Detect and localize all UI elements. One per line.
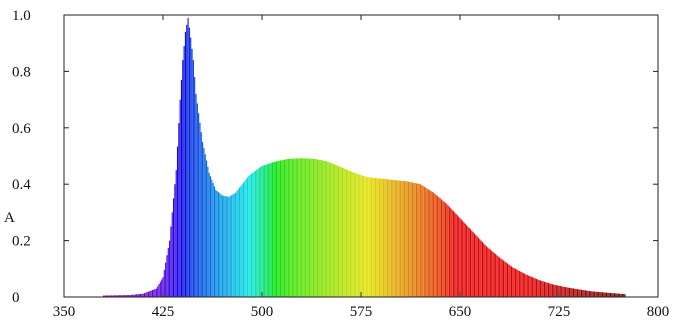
x-tick-label: 725 — [548, 304, 571, 320]
y-tick-label: 0.8 — [12, 64, 31, 80]
x-tick-label: 575 — [350, 304, 373, 320]
y-axis-label: A — [4, 210, 15, 226]
y-axis: 0 0.2 0.4 0.6 0.8 1.0 — [12, 8, 658, 306]
x-axis: 350 425 500 575 650 725 800 — [53, 15, 670, 320]
x-tick-label: 350 — [53, 304, 76, 320]
y-tick-label: 1.0 — [12, 8, 31, 24]
x-tick-label: 425 — [152, 304, 175, 320]
spectrum-fill — [103, 17, 626, 297]
x-tick-label: 500 — [251, 304, 274, 320]
y-tick-label: 0.6 — [12, 121, 31, 137]
y-tick-label: 0.4 — [12, 177, 31, 193]
y-tick-label: 0 — [12, 290, 20, 306]
y-tick-label: 0.2 — [12, 234, 31, 250]
x-tick-label: 800 — [647, 304, 670, 320]
x-tick-label: 650 — [449, 304, 472, 320]
